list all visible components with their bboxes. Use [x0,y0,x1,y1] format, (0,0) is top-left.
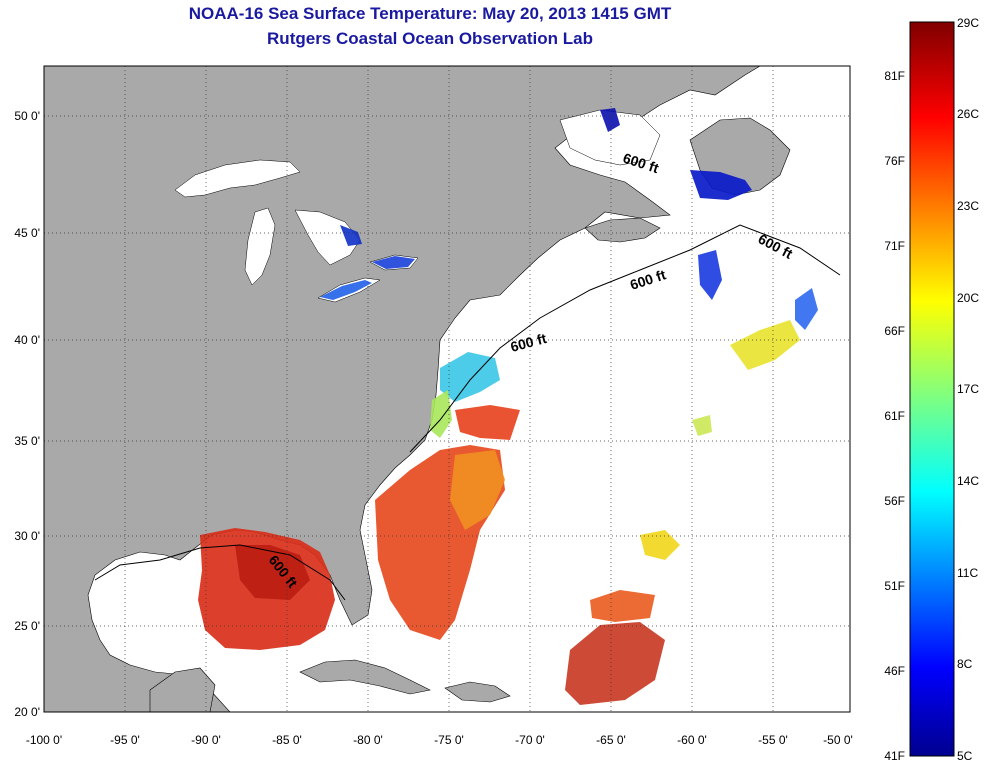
land-cuba [299,659,431,695]
sst-patch-grand-banks [698,250,722,300]
sst-patch-shelf [430,390,452,438]
map-frame [43,65,851,713]
land-yucatan [149,667,216,712]
lat-label: 40 0' [14,333,40,347]
sst-patch-yellow-1 [640,530,680,560]
sst-patch-lake-ontario [372,256,415,269]
sst-data-layer [198,108,818,705]
colorbar-celsius-labels: 29C 26C 23C 20C 17C 14C 11C 8C 5C [957,16,979,763]
colorbar [909,21,955,757]
lon-label: -75 0' [434,733,464,747]
sst-patch-yellow-3 [692,415,712,436]
sst-patch-southeast [565,622,665,705]
isobath-600ft-gulf [94,544,346,601]
celsius-label: 8C [957,657,973,671]
lake-superior [174,159,301,198]
celsius-label: 20C [957,291,979,305]
lon-label: -90 0' [191,733,221,747]
celsius-label: 26C [957,107,979,121]
sst-patch-labrador [600,108,620,132]
sst-patch-yellow-2 [730,320,800,370]
map-subtitle: Rutgers Coastal Ocean Observation Lab [267,29,593,48]
sst-patch-sargasso [450,450,505,530]
celsius-label: 11C [957,566,978,580]
sst-patch-georgian-bay [340,225,362,246]
celsius-label: 23C [957,199,979,213]
lon-label: -70 0' [515,733,545,747]
lat-label: 35 0' [14,434,40,448]
celsius-label: 29C [957,16,979,30]
lat-label: 50 0' [14,109,40,123]
fahrenheit-label: 56F [884,494,905,508]
lat-label: 45 0' [14,226,40,240]
sst-patch-lake-erie [320,280,372,300]
sst-patch-gulf-core [235,545,310,600]
lake-huron [294,209,361,266]
celsius-label: 17C [957,382,979,396]
lat-label: 25 0' [14,619,40,633]
celsius-label: 5C [957,749,973,763]
colorbar-fahrenheit-labels: 81F 76F 71F 66F 61F 56F 51F 46F 41F [884,69,905,763]
fahrenheit-label: 66F [884,324,905,338]
sst-patch-north-east [795,288,818,330]
longitude-labels: -100 0' -95 0' -90 0' -85 0' -80 0' -75 … [26,733,853,747]
fahrenheit-label: 46F [884,664,905,678]
sst-patch-east-orange [590,590,655,622]
land-north-america [44,66,761,712]
lat-label: 30 0' [14,529,40,543]
land-hispaniola [444,681,511,703]
lon-label: -100 0' [26,733,62,747]
lon-label: -80 0' [353,733,383,747]
fahrenheit-label: 81F [884,69,905,83]
fahrenheit-label: 61F [884,409,905,423]
lat-label: 20 0' [14,705,40,719]
lon-label: -50 0' [823,733,853,747]
fahrenheit-label: 76F [884,154,905,168]
map-title: NOAA-16 Sea Surface Temperature: May 20,… [188,4,672,23]
lon-label: -60 0' [677,733,707,747]
fahrenheit-label: 71F [884,239,905,253]
lon-label: -85 0' [272,733,302,747]
lon-label: -65 0' [596,733,626,747]
celsius-label: 14C [957,474,979,488]
sst-patch-newfoundland [690,170,752,200]
latitude-labels: 50 0' 45 0' 40 0' 35 0' 30 0' 25 0' 20 0… [14,109,40,719]
fahrenheit-label: 51F [884,579,905,593]
lon-label: -55 0' [758,733,788,747]
lon-label: -95 0' [110,733,140,747]
fahrenheit-label: 41F [884,749,905,763]
sst-patch-hatteras [455,405,520,440]
lake-michigan [244,207,276,286]
